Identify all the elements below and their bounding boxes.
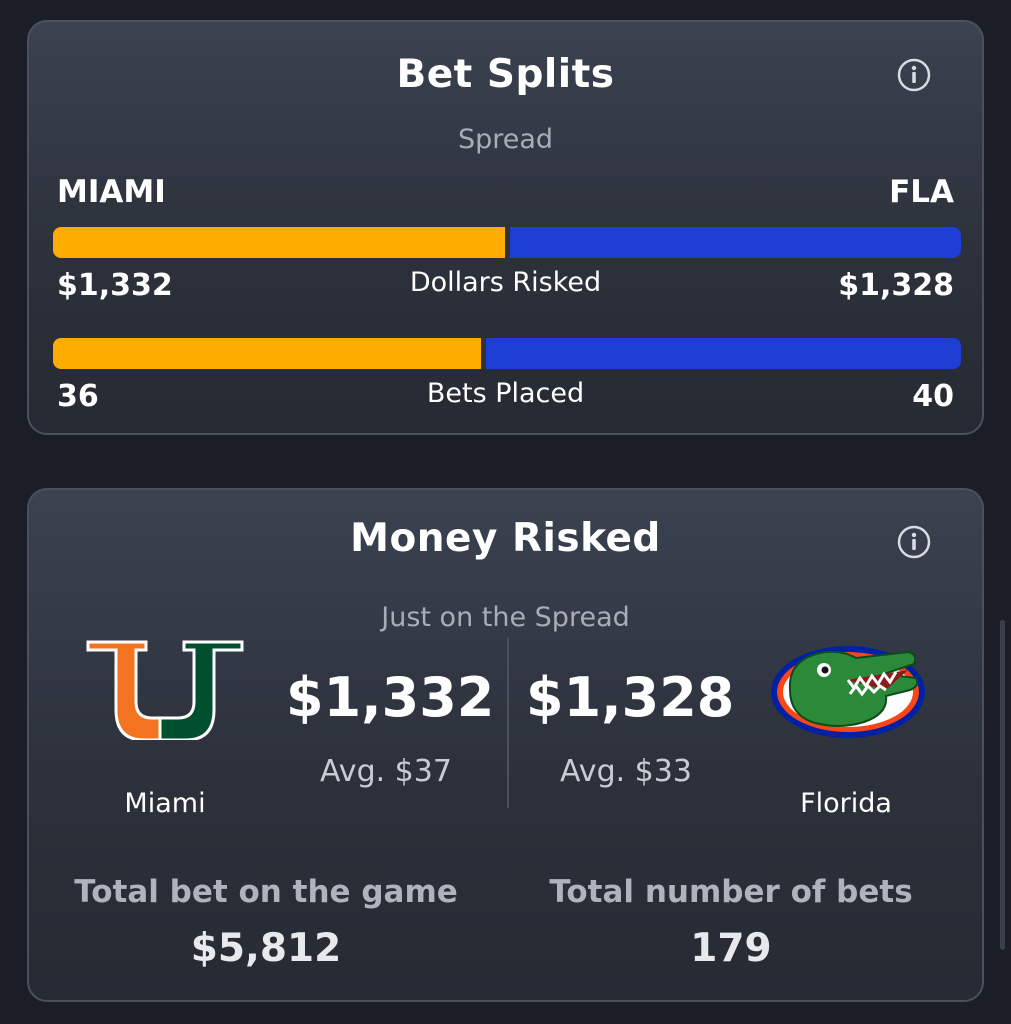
dollars-right-value: $1,328: [838, 268, 954, 303]
bets-placed-bar: [53, 338, 961, 369]
total-count-value: 179: [690, 926, 772, 971]
away-team-name: Florida: [800, 788, 892, 819]
dollars-risked-bar: [53, 227, 961, 258]
team-divider: [507, 638, 509, 808]
bets-bar-florida: [486, 338, 961, 369]
florida-gator-logo: [768, 640, 928, 744]
dollars-left-value: $1,332: [57, 268, 173, 303]
bet-splits-title: Bet Splits: [396, 52, 615, 97]
home-amount: $1,332: [286, 666, 495, 729]
dollars-bar-florida: [510, 227, 961, 258]
total-count-label: Total number of bets: [549, 874, 913, 910]
money-risked-title: Money Risked: [350, 516, 661, 561]
miami-u-logo: [86, 640, 244, 744]
scrollbar[interactable]: [1000, 620, 1005, 950]
info-icon[interactable]: [897, 58, 931, 92]
home-team-name: Miami: [124, 788, 206, 819]
bets-caption: Bets Placed: [426, 378, 585, 409]
money-risked-card: Money Risked Just on the Spread Miami $1…: [27, 488, 984, 1002]
bets-bar-miami: [53, 338, 481, 369]
bet-splits-card: Bet Splits Spread MIAMI FLA $1,332 Dolla…: [27, 20, 984, 435]
bet-splits-subtitle: Spread: [457, 124, 554, 155]
total-bet-label: Total bet on the game: [74, 874, 458, 910]
away-avg: Avg. $33: [560, 754, 692, 789]
bets-right-value: 40: [912, 379, 954, 414]
team-left-code: MIAMI: [57, 174, 166, 210]
team-right-code: FLA: [889, 174, 954, 210]
dollars-bar-miami: [53, 227, 505, 258]
money-risked-subtitle: Just on the Spread: [381, 602, 630, 633]
home-avg: Avg. $37: [320, 754, 452, 789]
total-bet-value: $5,812: [190, 926, 342, 971]
info-icon[interactable]: [897, 525, 931, 559]
dollars-caption: Dollars Risked: [409, 267, 602, 298]
bets-left-value: 36: [57, 379, 99, 414]
away-amount: $1,328: [526, 666, 735, 729]
